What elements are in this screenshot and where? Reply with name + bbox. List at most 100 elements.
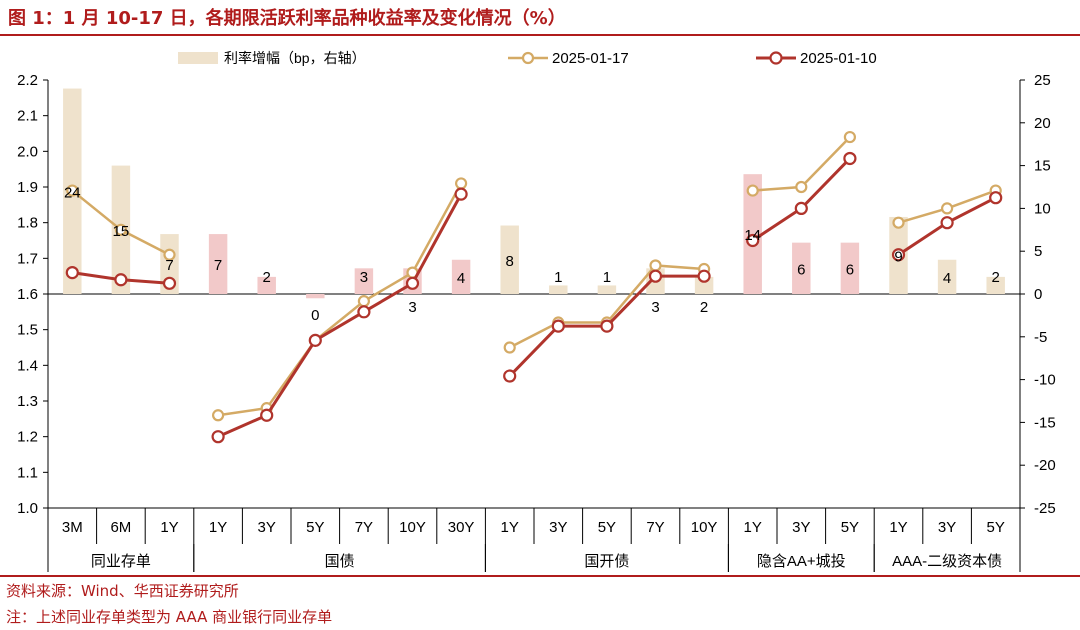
category-label: 10Y [691,519,718,536]
change-bar [840,242,860,294]
bar-data-label: 4 [457,270,465,287]
series-marker [746,233,760,248]
legend-marker-0110 [769,51,783,65]
category-label: 1Y [209,519,227,536]
lines-layer [65,130,1003,444]
bar-data-label: 4 [943,270,951,287]
left-tick-label: 1.8 [17,215,38,232]
bar-data-label: 9 [894,248,902,265]
left-tick-label: 1.3 [17,393,38,410]
change-bar [549,285,568,294]
category-label: 1Y [501,519,519,536]
series-marker [503,341,516,354]
category-label: 3Y [549,519,567,536]
series-marker [260,408,274,422]
bar-data-label: 2 [263,269,271,286]
right-tick-label: 15 [1034,158,1051,175]
category-label: 3Y [792,519,810,536]
series-marker [843,130,857,144]
series-marker [163,248,176,261]
series-marker [940,202,954,215]
series-marker [114,273,128,287]
category-label: 1Y [744,519,762,536]
right-tick-label: -10 [1034,372,1056,389]
change-bar [354,268,374,294]
series-line [217,193,463,439]
change-bar [597,285,617,294]
series-marker [308,333,322,347]
series-marker [843,151,857,166]
right-tick-label: -20 [1034,457,1056,474]
right-tick-label: 20 [1034,115,1051,132]
change-bar [986,276,1005,294]
bar-data-label: 2 [992,269,1000,286]
series-marker [162,276,177,290]
yield-chart: 1.0 1.1 1.2 1.3 1.4 1.5 1.6 1.7 1.8 1.9 2.0 2.1 2.2 -… [17,50,1056,572]
left-tick-label: 1.9 [17,179,38,196]
bar-data-label: 2 [700,299,708,316]
series-marker [66,184,79,197]
change-bar [257,276,276,294]
labels-layer: 24 15 7 7 2 0 3 3 4 8 1 1 3 2 14 6 6 9 4 2 [64,184,1000,324]
series-line [751,157,851,242]
category-label: 5Y [987,519,1005,536]
series-marker [212,409,225,422]
right-tick-label: 25 [1034,72,1051,89]
group-label: 国债 [325,553,355,570]
bar-data-label: 0 [311,307,319,324]
right-tick-label: 5 [1034,243,1042,260]
left-tick-label: 1.0 [17,500,38,517]
series-marker [551,319,565,333]
series-marker [114,223,128,236]
legend-label-0117: 2025-01-17 [552,50,629,67]
change-bar [500,225,519,294]
right-tick-label: -25 [1034,500,1056,517]
series-marker [405,276,420,290]
title-divider [0,34,1080,36]
legend-swatch-bar [178,52,218,64]
category-label: 7Y [646,519,664,536]
series-marker [794,201,808,215]
right-tick-label: -15 [1034,414,1056,431]
change-bar [208,234,228,294]
category-label: 1Y [889,519,907,536]
change-bar [792,242,811,294]
series-marker [746,184,759,197]
category-label: 5Y [841,519,859,536]
left-tick-label: 1.1 [17,464,38,481]
legend-label-bar: 利率增幅（bp，右轴） [224,50,366,66]
category-label: 3M [62,519,83,536]
legend: 利率增幅（bp，右轴） 2025-01-17 2025-01-10 [178,50,877,67]
bar-data-label: 3 [360,269,368,286]
right-tick-label: -5 [1034,329,1047,346]
group-label: 国开债 [584,553,629,570]
series-marker [600,319,614,333]
group-label: 隐含AA+城投 [757,553,846,570]
category-label: 1Y [160,519,178,536]
left-tick-label: 1.5 [17,322,38,339]
left-tick-label: 2.0 [17,143,38,160]
left-tick-label: 2.1 [17,108,38,125]
category-label: 10Y [399,519,426,536]
series-marker [211,430,225,444]
source-note: 资料来源：Wind、华西证券研究所 [6,582,239,600]
bar-data-label: 6 [797,261,805,278]
bar-data-label: 7 [165,257,173,274]
right-tick-label: 0 [1034,286,1042,303]
bar-data-label: 8 [506,253,514,270]
group-label: 同业存单 [91,553,151,570]
bar-data-label: 15 [113,223,130,240]
change-bar [451,259,471,294]
footer-divider [0,575,1080,577]
category-label: 5Y [306,519,324,536]
series-marker [989,191,1003,205]
series-marker [503,369,517,383]
category-label: 30Y [448,519,475,536]
bars-layer [63,88,1005,299]
group-label: AAA-二级资本债 [892,553,1002,570]
series-marker [454,187,468,201]
bar-data-label: 1 [554,269,562,286]
right-tick-label: 10 [1034,200,1051,217]
bar-data-label: 6 [846,261,854,278]
bar-data-label: 3 [651,299,659,316]
